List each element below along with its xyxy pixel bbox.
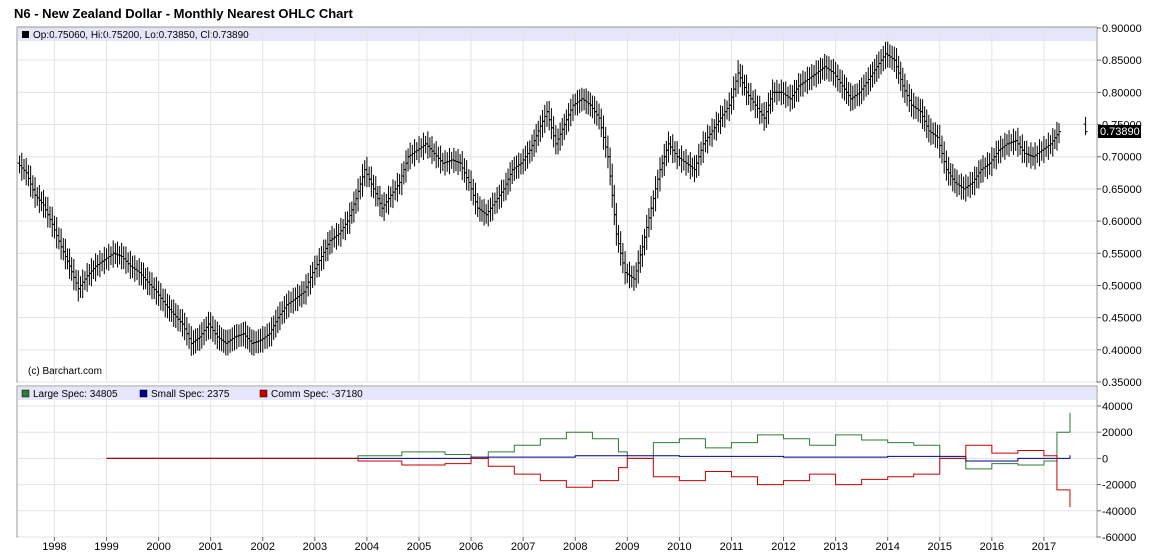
price-y-tick-label: 0.90000: [1102, 23, 1142, 35]
cot-legend-bar: [18, 387, 1096, 400]
x-tick-label: 2014: [875, 541, 899, 552]
price-legend-swatch: [22, 31, 29, 38]
cot-lines: [106, 412, 1071, 508]
price-legend: Op:0.75060, Hi:0.75200, Lo:0.73850, Cl:0…: [33, 30, 249, 41]
x-tick-label: 2010: [667, 541, 691, 552]
cot-legend-label: Comm Spec: -37180: [271, 389, 363, 400]
cot-legend-swatch: [139, 389, 148, 398]
x-tick-label: 2002: [251, 541, 275, 552]
cot-y-tick-label: -20000: [1102, 480, 1136, 492]
cot-legend-swatch: [21, 389, 30, 398]
cot-y-tick-label: -40000: [1102, 506, 1136, 518]
price-ohlc-bars: [17, 41, 1088, 356]
cot-y-tick-label: 40000: [1102, 401, 1133, 413]
x-tick-label: 2001: [198, 541, 222, 552]
cot-y-tick-label: 20000: [1102, 427, 1133, 439]
cot-y-tick-label: -60000: [1102, 532, 1136, 544]
last-price-label: 0.73890: [1100, 126, 1140, 138]
price-y-tick-label: 0.35000: [1102, 377, 1142, 389]
cot-panel: [16, 385, 1098, 538]
price-y-tick-label: 0.65000: [1102, 184, 1142, 196]
last-price-marker: 0.73890: [1098, 125, 1141, 138]
cot-series-comm-spec: [106, 444, 1071, 508]
price-y-tick-label: 0.85000: [1102, 55, 1142, 67]
x-tick-label: 2015: [928, 541, 952, 552]
cot-y-tick-label: 0: [1102, 453, 1108, 465]
x-tick-label: 2000: [146, 541, 170, 552]
x-tick-label: 1999: [94, 541, 118, 552]
price-y-tick-label: 0.70000: [1102, 152, 1142, 164]
x-tick-label: 2006: [459, 541, 483, 552]
price-y-tick-label: 0.60000: [1102, 216, 1142, 228]
x-tick-label: 2003: [303, 541, 327, 552]
x-tick-label: 2004: [355, 541, 379, 552]
x-tick-label: 2011: [720, 541, 744, 552]
chart-title: N6 - New Zealand Dollar - Monthly Neares…: [14, 6, 353, 21]
x-tick-label: 1998: [42, 541, 66, 552]
x-tick-label: 2013: [823, 541, 847, 552]
x-tick-label: 2005: [407, 541, 431, 552]
x-tick-label: 2007: [511, 541, 535, 552]
x-tick-label: 2009: [615, 541, 639, 552]
cot-series-small-spec: [106, 455, 1071, 462]
credit-text: (c) Barchart.com: [28, 366, 102, 377]
price-y-tick-label: 0.80000: [1102, 87, 1142, 99]
price-grid: [18, 27, 1096, 383]
cot-legend-swatch: [259, 389, 268, 398]
cot-y-axis: 40000 20000 0 -20000 -40000 -60000: [1097, 401, 1136, 544]
cot-legend-label: Large Spec: 34805: [33, 389, 118, 400]
cot-legend-label: Small Spec: 2375: [151, 389, 230, 400]
x-tick-label: 2016: [980, 541, 1004, 552]
x-axis: 1998 1999 2000 2001 2002 2003 2004 2005 2006 2007…: [42, 537, 1056, 552]
x-tick-label: 2017: [1032, 541, 1056, 552]
last-price-box: [1098, 125, 1141, 138]
price-y-tick-label: 0.55000: [1102, 248, 1142, 260]
price-y-axis: 0.900000.850000.800000.750000.700000.650…: [1097, 23, 1142, 389]
price-y-tick-label: 0.50000: [1102, 280, 1142, 292]
price-y-tick-label: 0.45000: [1102, 313, 1142, 325]
price-panel: [16, 26, 1098, 383]
x-tick-label: 2012: [771, 541, 795, 552]
cot-legend: Large Spec: 34805 Small Spec: 2375 Comm Sp…: [21, 389, 363, 400]
price-legend-bar: [18, 28, 1096, 41]
price-y-tick-label: 0.40000: [1102, 345, 1142, 357]
x-tick-label: 2008: [563, 541, 587, 552]
